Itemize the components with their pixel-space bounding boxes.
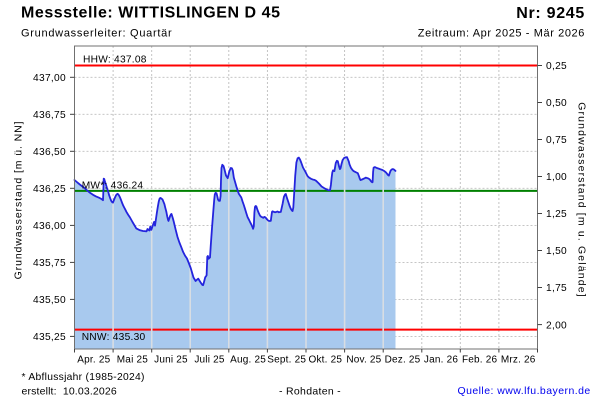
svg-text:Feb. 26: Feb. 26 — [462, 355, 498, 366]
svg-text:Juni 25: Juni 25 — [154, 355, 188, 366]
svg-text:Mai 25: Mai 25 — [117, 355, 148, 366]
svg-text:Mrz. 26: Mrz. 26 — [501, 355, 536, 366]
svg-text:435,50: 435,50 — [33, 295, 66, 306]
svg-text:Dez. 25: Dez. 25 — [385, 355, 421, 366]
svg-text:1,25: 1,25 — [546, 209, 567, 220]
svg-text:Jan. 26: Jan. 26 — [424, 355, 458, 366]
svg-text:1,50: 1,50 — [546, 246, 567, 257]
svg-text:0,75: 0,75 — [546, 135, 567, 146]
svg-text:Nov. 25: Nov. 25 — [346, 355, 381, 366]
svg-text:0,25: 0,25 — [546, 61, 567, 72]
svg-text:HHW: 437.08: HHW: 437.08 — [83, 55, 147, 66]
svg-text:Grundwasserstand [m ü. NN]: Grundwasserstand [m ü. NN] — [13, 121, 25, 280]
svg-text:436,50: 436,50 — [33, 147, 66, 158]
svg-text:436,00: 436,00 — [33, 221, 66, 232]
svg-text:Messstelle: WITTISLINGEN D 45: Messstelle: WITTISLINGEN D 45 — [21, 5, 281, 22]
svg-text:Apr. 25: Apr. 25 — [77, 355, 110, 366]
svg-text:436,75: 436,75 — [33, 110, 66, 121]
svg-text:erstellt: 10.03.2026: erstellt: 10.03.2026 — [22, 386, 117, 398]
svg-text:435,75: 435,75 — [33, 258, 66, 269]
svg-text:1,00: 1,00 — [546, 172, 567, 183]
svg-text:436,25: 436,25 — [33, 184, 66, 195]
svg-text:437,00: 437,00 — [33, 73, 66, 84]
svg-text:2,00: 2,00 — [546, 320, 567, 331]
svg-text:Quelle: www.lfu.bayern.de: Quelle: www.lfu.bayern.de — [457, 385, 590, 397]
svg-text:1,75: 1,75 — [546, 283, 567, 294]
svg-text:MW*: 436.24: MW*: 436.24 — [82, 181, 144, 192]
svg-text:Okt. 25: Okt. 25 — [308, 355, 342, 366]
svg-text:Aug. 25: Aug. 25 — [230, 355, 266, 366]
svg-text:0,50: 0,50 — [546, 98, 567, 109]
svg-text:NNW: 435.30: NNW: 435.30 — [82, 332, 146, 343]
svg-text:* Abflussjahr (1985-2024): * Abflussjahr (1985-2024) — [22, 372, 145, 383]
svg-text:435,25: 435,25 — [33, 332, 66, 343]
svg-text:Zeitraum: Apr 2025 - Mär 2026: Zeitraum: Apr 2025 - Mär 2026 — [418, 28, 585, 40]
svg-text:Sept. 25: Sept. 25 — [267, 355, 306, 366]
svg-text:- Rohdaten -: - Rohdaten - — [279, 386, 341, 398]
svg-text:Grundwasserstand [m u. Gelände: Grundwasserstand [m u. Gelände] — [576, 102, 588, 298]
svg-text:Grundwasserleiter: Quartär: Grundwasserleiter: Quartär — [21, 28, 172, 40]
svg-text:Nr: 9245: Nr: 9245 — [516, 5, 585, 22]
svg-text:Juli 25: Juli 25 — [194, 355, 225, 366]
